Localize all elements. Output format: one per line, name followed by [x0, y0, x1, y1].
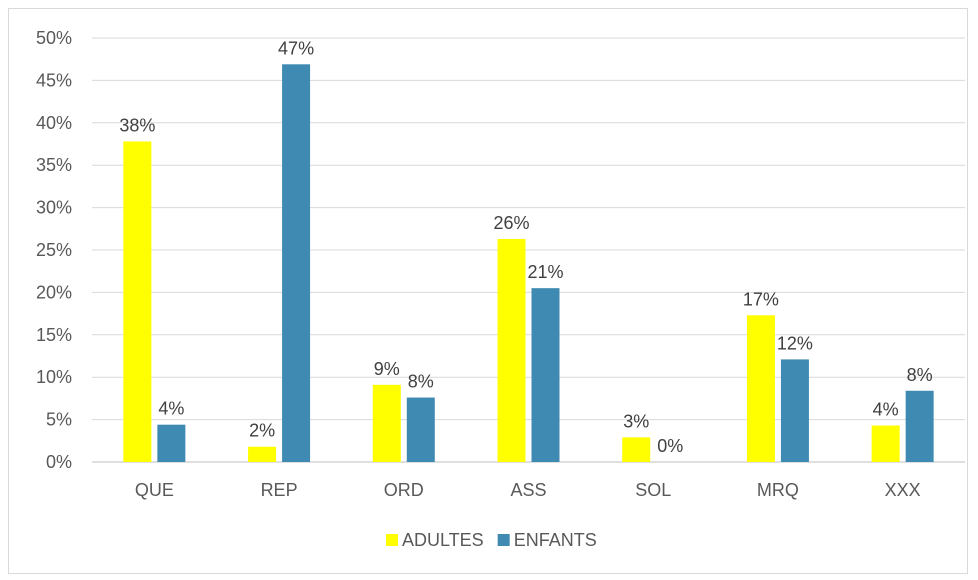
- bar-adultes-sol: [622, 437, 651, 462]
- bar-adultes-ord: [372, 384, 401, 462]
- data-label: 2%: [249, 421, 275, 441]
- data-labels: 38% 4% 2% 47% 9% 8% 26% 21% 3% 0% 17% 12% 4% 8%: [119, 38, 932, 456]
- data-label: 9%: [374, 359, 400, 379]
- y-tick-label: 15%: [36, 325, 72, 345]
- data-label: 8%: [907, 365, 933, 385]
- data-label: 8%: [408, 372, 434, 392]
- bar-enfants-ass: [531, 288, 560, 462]
- x-tick-label: ORD: [384, 480, 424, 500]
- bar-enfants-que: [157, 424, 186, 462]
- bar-adultes-ass: [497, 238, 526, 462]
- legend-swatch-adultes: [386, 534, 398, 546]
- y-tick-label: 30%: [36, 198, 72, 218]
- bars: [123, 64, 934, 463]
- data-label: 26%: [493, 213, 529, 233]
- x-tick-label: REP: [261, 480, 298, 500]
- gridlines: [92, 37, 965, 463]
- x-tick-label: SOL: [635, 480, 671, 500]
- y-tick-label: 10%: [36, 367, 72, 387]
- legend-label-enfants: ENFANTS: [514, 530, 597, 550]
- y-axis: 0% 5% 10% 15% 20% 25% 30% 35% 40% 45% 50%: [36, 28, 72, 472]
- data-label: 4%: [873, 400, 899, 420]
- bar-enfants-ord: [406, 397, 435, 462]
- x-tick-label: MRQ: [757, 480, 799, 500]
- x-tick-label: XXX: [885, 480, 921, 500]
- bar-enfants-xxx: [905, 390, 934, 462]
- y-tick-label: 5%: [46, 410, 72, 430]
- chart-frame: [8, 8, 968, 574]
- data-label: 38%: [119, 115, 155, 135]
- x-axis: QUE REP ORD ASS SOL MRQ XXX: [135, 480, 921, 500]
- legend-label-adultes: ADULTES: [402, 530, 484, 550]
- data-label: 4%: [158, 399, 184, 419]
- legend: ADULTES ENFANTS: [386, 530, 597, 550]
- data-label: 17%: [743, 289, 779, 309]
- y-tick-label: 45%: [36, 70, 72, 90]
- bar-adultes-que: [123, 141, 152, 462]
- y-tick-label: 35%: [36, 155, 72, 175]
- y-tick-label: 20%: [36, 282, 72, 302]
- bar-adultes-mrq: [746, 315, 775, 462]
- x-tick-label: QUE: [135, 480, 174, 500]
- x-tick-label: ASS: [510, 480, 546, 500]
- bar-adultes-rep: [248, 446, 277, 462]
- legend-swatch-enfants: [497, 534, 510, 546]
- y-tick-label: 50%: [36, 28, 72, 48]
- data-label: 12%: [777, 333, 813, 353]
- bar-enfants-rep: [282, 64, 311, 463]
- bar-enfants-mrq: [780, 359, 809, 462]
- data-label: 0%: [657, 436, 683, 456]
- y-tick-label: 0%: [46, 452, 72, 472]
- data-label: 21%: [527, 262, 563, 282]
- data-label: 47%: [278, 38, 314, 58]
- y-tick-label: 25%: [36, 240, 72, 260]
- y-tick-label: 40%: [36, 113, 72, 133]
- bar-adultes-xxx: [871, 425, 900, 462]
- data-label: 3%: [623, 411, 649, 431]
